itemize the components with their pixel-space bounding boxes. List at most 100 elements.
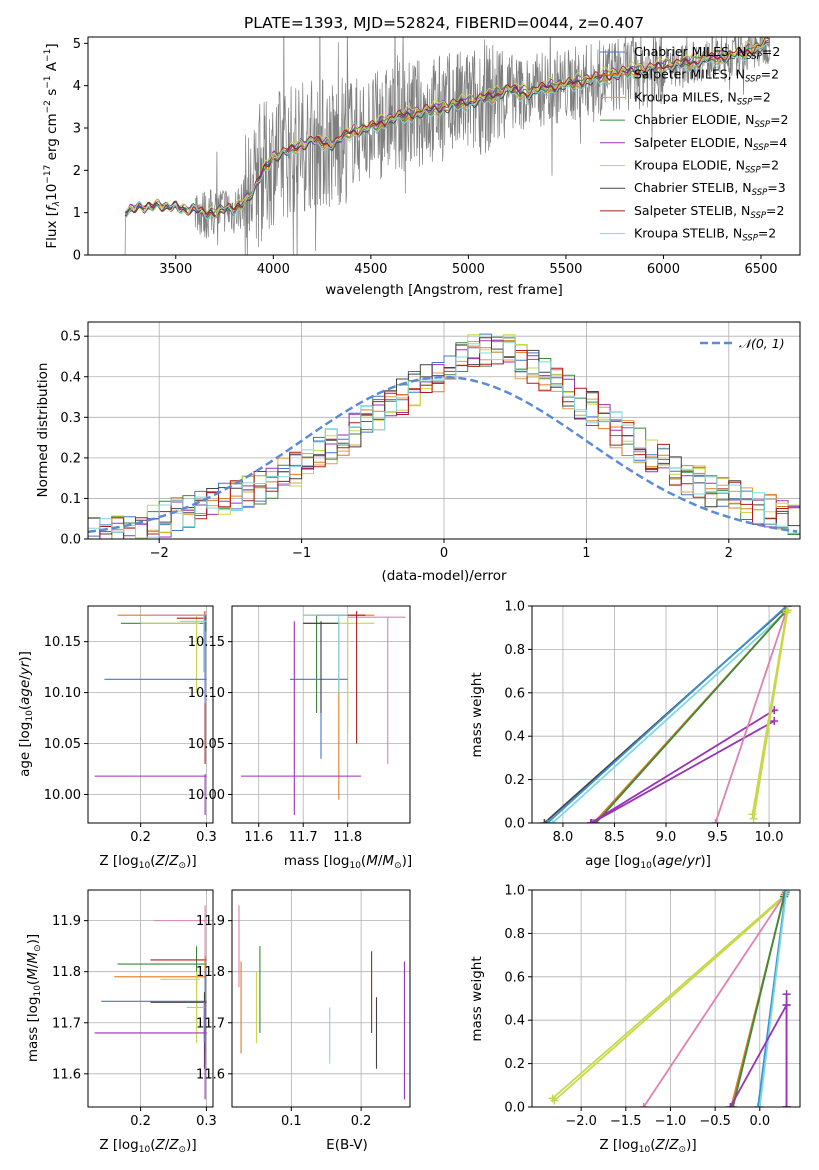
y-tick-label: 0.0 [504,817,525,832]
y-tick-label: 0.6 [504,970,525,985]
x-tick-label: 11.8 [333,830,362,845]
age-mass-xlabel: mass [log10(M/M⊙)] [284,853,412,871]
histogram-ylabel: Normed distribution [35,363,51,498]
weight-lines [540,606,792,823]
x-tick-label: 9.5 [707,830,728,845]
y-tick-label: 0 [73,249,81,264]
x-tick-label: 11.7 [289,830,318,845]
weight-line [552,609,789,823]
weight-line [751,612,788,815]
spectrum-xlabel: wavelength [Angstrom, rest frame] [325,282,563,298]
x-tick-label: −0.5 [699,1114,731,1129]
axes-frame [87,321,801,540]
weight-line [729,1004,788,1107]
x-tick-label: 9.0 [656,830,677,845]
weight-vs-metallicity-panel: −2.0 −1.5 −1.0 −0.5 0.0 0.0 0.2 0.4 0.6 0.8 1.0 [504,884,801,1129]
y-tick-label: 10.05 [44,737,81,752]
x-tick-label: 4500 [354,262,387,277]
y-tick-label: 11.8 [196,965,225,980]
histogram-xlabel: (data-model)/error [381,568,507,584]
y-tick-label: 11.6 [196,1067,225,1082]
axes-frame [231,889,411,1108]
weight-line [714,610,788,823]
y-tick-label: 0.4 [60,370,81,385]
x-tick-label: −1.5 [610,1114,642,1129]
legend-label: Kroupa STELIB, NSSP=2 [634,226,776,244]
y-tick-label: 10.00 [44,788,81,803]
y-tick-label: 0.6 [504,686,525,701]
y-tick-label: 11.9 [196,914,225,929]
x-tick-label: 11.6 [244,830,273,845]
y-tick-label: 2 [73,164,81,179]
gaussian-legend-label: 𝒩(0, 1) [739,336,785,351]
y-tick-label: 0.8 [504,927,525,942]
weight-line [758,890,788,1107]
x-tick-label: 1 [582,546,590,561]
x-tick-label: 5500 [549,262,582,277]
y-tick-label: 10.00 [188,788,225,803]
y-tick-label: 10.10 [44,686,81,701]
y-tick-label: 10.05 [188,737,225,752]
y-tick-label: 0.3 [60,411,81,426]
x-tick-label: 0.3 [196,1114,217,1129]
weight-line [546,606,788,823]
y-tick-label: 1.0 [504,600,525,615]
x-tick-label: 8.5 [604,830,625,845]
legend-label: Kroupa MILES, NSSP=2 [634,89,771,107]
x-tick-label: 0.2 [130,1114,151,1129]
model-spectrum-8 [124,43,770,220]
y-tick-label: 11.8 [52,965,81,980]
axes-frame [531,605,801,824]
x-tick-label: 10.0 [755,830,784,845]
x-tick-label: 0.3 [196,830,217,845]
age-z-ylabel: age [log10(age/yr)] [17,651,35,777]
gaussian-curve [88,375,798,534]
x-tick-label: 2 [725,546,733,561]
weight-line [732,896,785,1107]
x-tick-label: −2.0 [565,1114,597,1129]
weight-age-xlabel: age [log10(age/yr)] [585,853,711,871]
x-tick-label: 6000 [647,262,680,277]
y-tick-label: 10.10 [188,686,225,701]
y-tick-label: 0.2 [504,1057,525,1072]
y-tick-label: 10.15 [188,635,225,650]
y-tick-label: 0.4 [504,1014,525,1029]
weight-vs-age-panel: 8.0 8.5 9.0 9.5 10.0 0.0 0.2 0.4 0.6 0.8 1.0 [504,600,801,845]
axes-frame [87,889,214,1108]
weight-line [553,895,786,1102]
mass-vs-extinction-panel: 0.1 0.2 11.6 11.7 11.8 11.9 [196,889,411,1129]
age-vs-mass-panel: 11.6 11.7 11.8 10.00 10.05 10.10 10.15 [188,605,411,845]
y-tick-label: 1.0 [504,884,525,899]
y-tick-label: 3 [73,122,81,137]
spectrum-legend: Chabrier MILES, NSSP=2 Salpeter MILES, NS… [600,44,789,244]
age-vs-metallicity-panel: 0.2 0.3 10.00 10.05 10.10 10.15 [44,605,217,845]
histogram-steps [88,333,800,539]
mass-z-xlabel: Z [log10(Z/Z⊙)] [99,1137,196,1155]
y-tick-label: 0.4 [504,730,525,745]
model-spectrum-1 [125,40,770,219]
spectrum-ylabel: Flux [fλ10−17 erg cm−2 s−1 A−1] [43,43,62,248]
legend-label: Chabrier ELODIE, NSSP=2 [634,112,789,130]
weight-age-ylabel: mass weight [469,672,485,757]
figure-title: PLATE=1393, MJD=52824, FIBERID=0044, z=0… [244,14,644,32]
x-tick-label: −2 [150,546,169,561]
y-tick-label: 11.9 [52,914,81,929]
x-tick-label: 0 [440,546,448,561]
weight-line [590,709,775,823]
weight-z-xlabel: Z [log10(Z/Z⊙)] [599,1137,696,1155]
y-tick-label: 11.6 [52,1067,81,1082]
weight-line [595,611,786,823]
y-tick-label: 1 [73,206,81,221]
x-tick-label: 8.0 [553,830,574,845]
legend-label: Salpeter ELODIE, NSSP=4 [634,135,787,153]
legend-label: Chabrier STELIB, NSSP=3 [634,180,786,198]
y-tick-label: 0.1 [60,492,81,507]
histogram-series-8 [88,341,800,539]
weight-lines [548,890,791,1107]
residual-histogram-panel: −2 −1 0 1 2 0.0 0.1 0.2 0.3 0.4 0.5 𝒩(0, 1) [60,321,801,561]
legend-label: Kroupa ELODIE, NSSP=2 [634,158,779,176]
spectrum-panel: 3500 4000 4500 5000 5500 6000 6500 0 1 2 3 4 5 Chabri… [73,36,801,277]
age-z-xlabel: Z [log10(Z/Z⊙)] [99,853,196,871]
y-tick-label: 0.0 [60,533,81,548]
